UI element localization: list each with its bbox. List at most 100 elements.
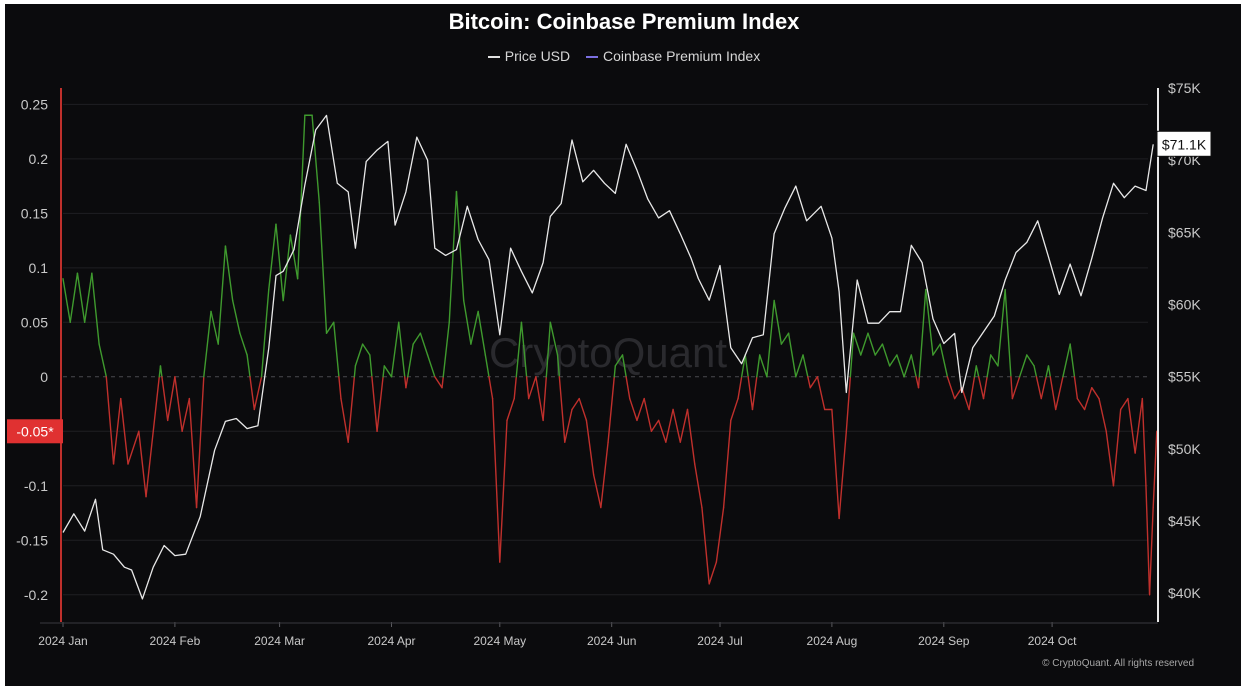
premium-segment xyxy=(181,397,191,432)
premium-segment xyxy=(1127,397,1136,454)
premium-segment xyxy=(340,397,349,443)
premium-segment xyxy=(614,354,624,367)
premium-segment xyxy=(145,430,154,498)
premium-segment xyxy=(138,430,147,498)
premium-segment xyxy=(275,223,284,302)
premium-segment xyxy=(1105,430,1115,487)
premium-segment xyxy=(715,506,725,563)
premium-segment xyxy=(268,223,277,291)
premium-segment xyxy=(740,354,746,378)
premium-segment xyxy=(910,354,917,378)
premium-segment xyxy=(210,310,219,345)
y-left-tick-label: -0.2 xyxy=(24,587,48,603)
legend-item-price[interactable]: Price USD xyxy=(487,48,570,64)
y-right-tick-label: $40K xyxy=(1168,585,1201,601)
premium-segment xyxy=(296,114,306,280)
legend-label-premium: Coinbase Premium Index xyxy=(603,48,761,64)
chart-legend: Price USD Coinbase Premium Index xyxy=(0,48,1248,64)
premium-segment xyxy=(997,288,1006,367)
premium-segment xyxy=(961,386,970,411)
premium-segment xyxy=(347,376,356,443)
premium-segment xyxy=(1069,343,1076,378)
left-value-badge xyxy=(7,419,63,444)
premium-segment xyxy=(542,376,548,422)
premium-segment xyxy=(1134,397,1144,454)
premium-segment xyxy=(629,397,638,422)
premium-segment xyxy=(1004,288,1012,378)
premium-segment xyxy=(159,365,163,378)
premium-segment xyxy=(246,354,251,378)
premium-segment xyxy=(802,354,809,378)
premium-segment xyxy=(549,321,559,356)
premium-segment xyxy=(918,288,927,378)
right-value-badge-label: $71.1K xyxy=(1162,136,1207,152)
premium-segment xyxy=(1141,397,1147,487)
premium-segment xyxy=(744,354,749,378)
premium-segment xyxy=(888,354,898,367)
premium-segment xyxy=(174,376,183,432)
premium-segment xyxy=(795,354,804,378)
premium-segment xyxy=(766,299,775,378)
premium-segment xyxy=(780,332,790,345)
axes: 0.250.20.150.10.050-0.1-0.15-0.2$75K$70K… xyxy=(7,80,1212,648)
premium-segment xyxy=(441,376,444,389)
premium-segment xyxy=(838,430,848,520)
premium-segment xyxy=(105,376,115,465)
premium-segment xyxy=(600,441,609,509)
premium-segment xyxy=(217,245,227,345)
premium-segment xyxy=(556,354,561,378)
premium-segment xyxy=(188,397,198,509)
premium-segment xyxy=(1047,365,1051,378)
x-tick-label: 2024 Apr xyxy=(367,634,415,648)
premium-segment xyxy=(98,343,108,378)
premium-segment xyxy=(679,408,689,443)
premium-segment xyxy=(730,397,739,422)
premium-segment xyxy=(807,376,811,389)
copyright-text: © CryptoQuant. All rights reserved xyxy=(1042,658,1194,669)
premium-segment xyxy=(737,376,743,400)
x-tick-label: 2024 Aug xyxy=(807,634,858,648)
premium-segment xyxy=(382,365,385,378)
y-right-tick-label: $55K xyxy=(1168,369,1201,385)
premium-segment xyxy=(371,376,378,432)
y-left-tick-label: -0.15 xyxy=(16,532,48,548)
premium-segment xyxy=(369,354,373,378)
x-tick-label: 2024 Jan xyxy=(38,634,87,648)
premium-segment xyxy=(527,376,537,400)
premium-segment xyxy=(1035,376,1042,400)
legend-item-premium[interactable]: Coinbase Premium Index xyxy=(586,48,760,64)
premium-segment xyxy=(845,376,852,432)
premium-segment xyxy=(1018,354,1028,378)
premium-segment xyxy=(166,376,176,422)
y-left-tick-label: 0.1 xyxy=(29,260,49,276)
premium-segment xyxy=(578,397,588,422)
premium-segment xyxy=(282,234,292,302)
premium-segment xyxy=(809,376,819,389)
premium-segment xyxy=(860,332,869,356)
premium-segment xyxy=(831,408,840,520)
premium-segment xyxy=(412,332,422,345)
chart-frame xyxy=(5,4,1241,686)
premium-segment xyxy=(231,299,241,334)
chart-title: Bitcoin: Coinbase Premium Index xyxy=(448,9,800,34)
premium-segment xyxy=(506,397,515,422)
premium-segment xyxy=(650,419,660,432)
premium-segment xyxy=(758,354,768,378)
premium-segment xyxy=(338,376,342,400)
premium-segment xyxy=(1062,343,1071,378)
grid xyxy=(63,103,1148,596)
premium-segment xyxy=(1073,376,1079,400)
premium-segment xyxy=(383,365,393,378)
premium-segment xyxy=(592,474,602,509)
premium-segment xyxy=(311,114,320,204)
premium-segment xyxy=(69,272,79,324)
premium-segment xyxy=(585,419,595,476)
premium-segment xyxy=(76,272,86,324)
premium-segment xyxy=(1040,376,1047,400)
x-tick-label: 2024 Oct xyxy=(1028,634,1077,648)
premium-segment xyxy=(1148,506,1154,596)
premium-segment xyxy=(515,321,523,378)
premium-segment xyxy=(903,354,913,378)
y-left-tick-label: 0.15 xyxy=(21,205,48,221)
